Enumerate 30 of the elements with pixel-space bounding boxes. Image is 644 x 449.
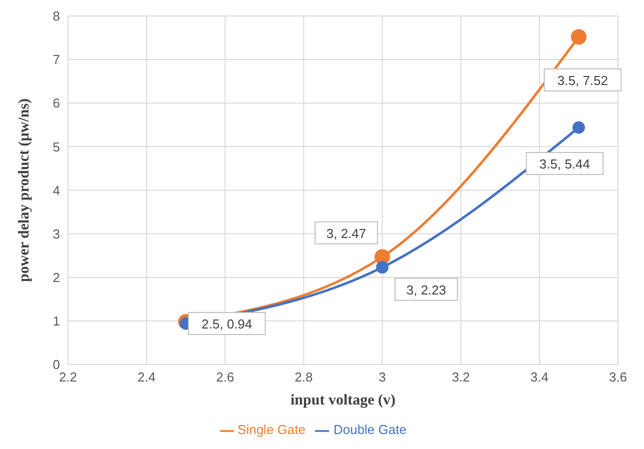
y-tick-label: 6	[52, 96, 60, 111]
y-tick-label: 7	[52, 52, 60, 68]
data-label: 3, 2.23	[406, 282, 446, 298]
point	[570, 29, 586, 45]
x-tick-label: 2.8	[294, 370, 313, 385]
data-label: 3, 2.47	[326, 226, 366, 241]
point	[374, 249, 390, 265]
y-tick-label: 8	[52, 8, 60, 24]
y-axis-title: power delay product (µw/ns)	[16, 98, 32, 282]
y-tick-label: 3	[52, 226, 60, 242]
x-tick-label: 2.2	[58, 370, 78, 385]
x-axis-title: input voltage (v)	[290, 392, 396, 408]
legend-label: Double Gate	[333, 422, 406, 438]
legend-label: Single Gate	[238, 422, 306, 438]
data-label: 3.5, 7.52	[557, 72, 608, 88]
y-tick-label: 4	[52, 182, 60, 198]
x-tick-label: 3.6	[608, 370, 628, 385]
y-tick-label: 1	[52, 314, 60, 328]
x-tick-label: 3.4	[530, 370, 548, 385]
point	[376, 261, 389, 274]
x-tick-label: 2.6	[216, 370, 234, 385]
point	[572, 121, 585, 134]
y-tick-label: 0	[52, 357, 60, 372]
x-tick-label: 2.4	[138, 370, 156, 385]
data-label: 2.5, 0.94	[202, 316, 252, 332]
y-tick-label: 5	[52, 139, 60, 154]
y-tick-label: 2	[52, 270, 60, 285]
x-tick-label: 3.2	[452, 370, 470, 385]
data-label: 3.5, 5.44	[539, 156, 590, 172]
x-tick-label: 3	[378, 370, 386, 385]
